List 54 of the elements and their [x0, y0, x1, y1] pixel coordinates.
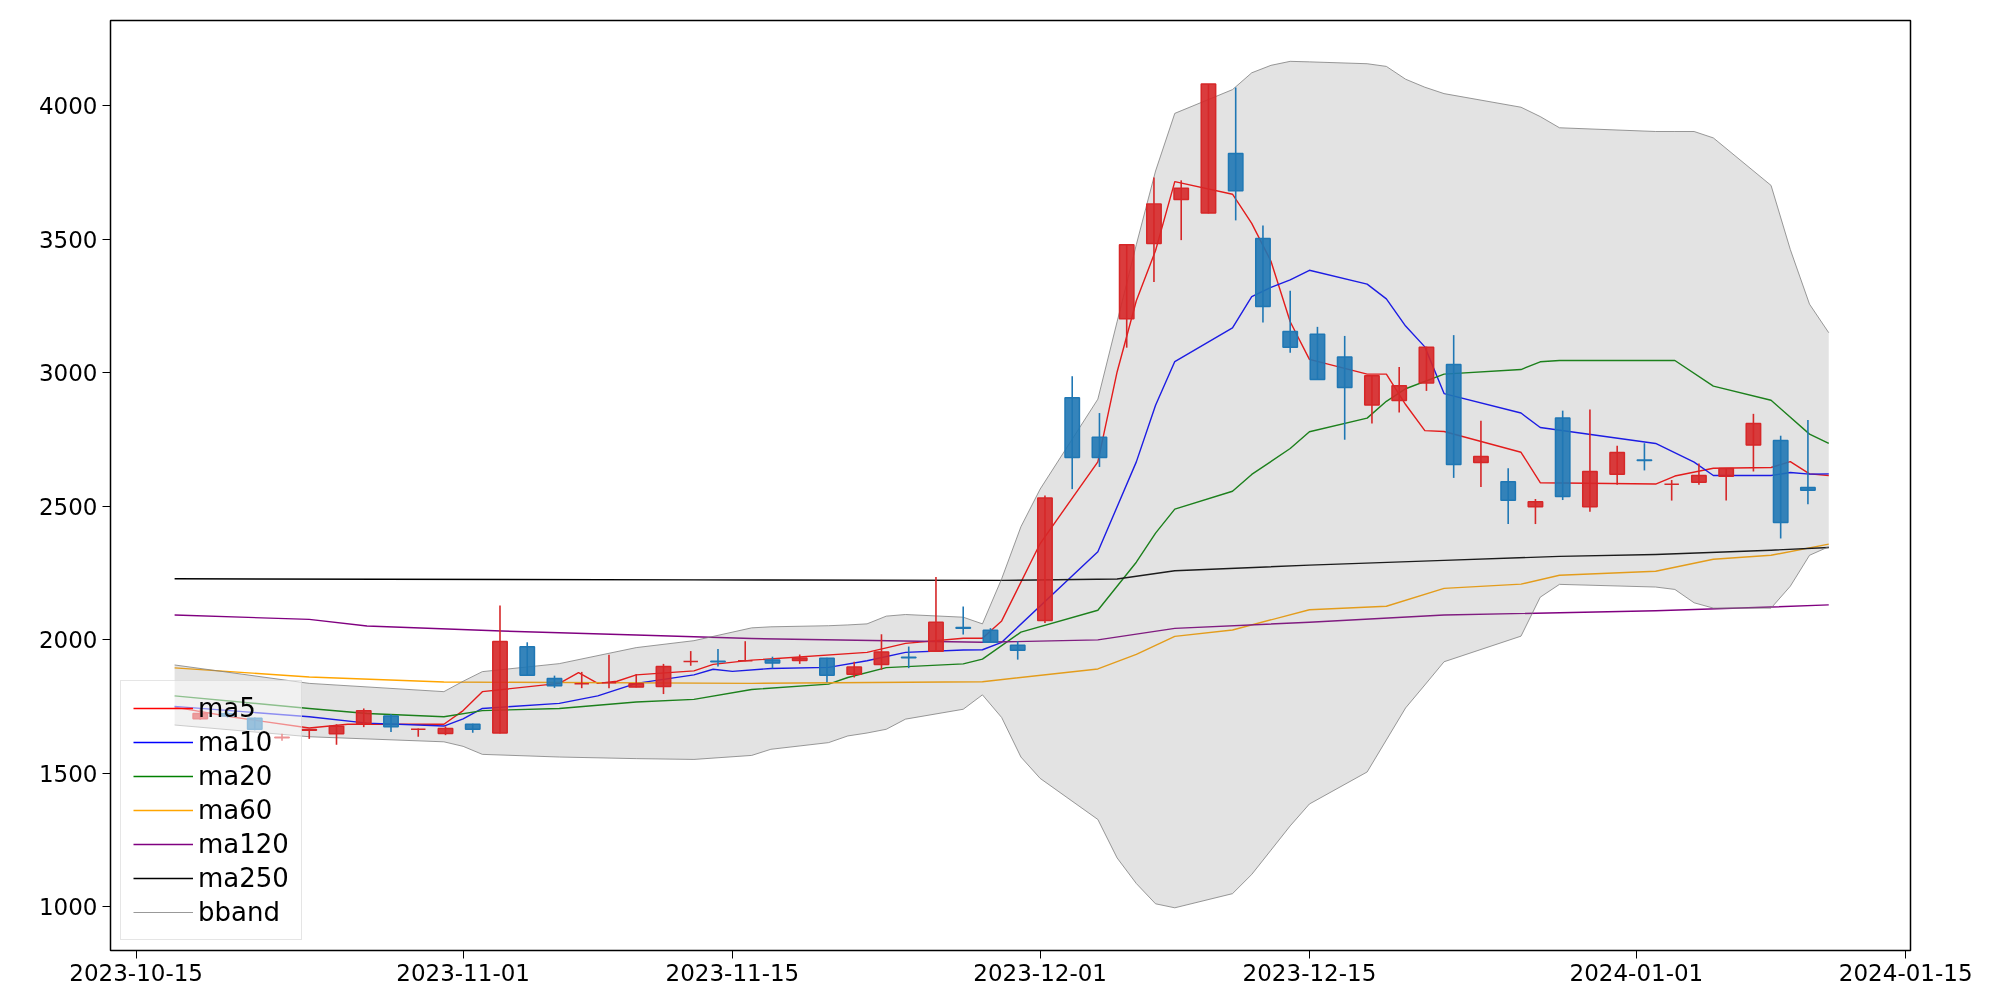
- candlestick: [410, 727, 427, 738]
- candlestick: [1799, 419, 1816, 506]
- candlestick: [1500, 467, 1517, 525]
- legend-label: bband: [198, 897, 280, 927]
- y-tick-label: 1000: [38, 893, 98, 920]
- candlestick: [1745, 413, 1762, 473]
- candlestick: [1282, 290, 1299, 354]
- candlestick: [601, 654, 617, 689]
- legend-label: ma120: [198, 829, 289, 859]
- line-series: [173, 604, 1830, 643]
- candlestick: [1173, 179, 1190, 241]
- line-series: [173, 543, 1830, 685]
- x-tick-label: 2023-12-15: [1242, 959, 1377, 986]
- candlestick: [900, 645, 917, 669]
- candlestick: [955, 605, 972, 636]
- candlestick: [819, 656, 835, 684]
- candlestick: [1009, 640, 1026, 661]
- y-tick-label: 1500: [38, 760, 98, 787]
- candlestick: [1091, 412, 1108, 468]
- y-tick-label: 2000: [38, 627, 98, 654]
- y-tick-label: 3500: [38, 226, 98, 253]
- x-tick-label: 2024-01-15: [1838, 959, 1973, 986]
- x-tick-label: 2023-11-15: [665, 959, 800, 986]
- legend-label: ma20: [198, 761, 273, 791]
- x-tick-label: 2023-11-01: [396, 959, 530, 986]
- candlestick: [573, 671, 590, 689]
- candlestick: [274, 733, 290, 742]
- candlestick: [710, 648, 726, 668]
- candlestick: [1718, 467, 1735, 502]
- x-tick-label: 2024-01-01: [1569, 959, 1704, 986]
- candlestick: [1690, 462, 1707, 486]
- candlestick: [682, 650, 699, 667]
- candlestick: [737, 640, 754, 663]
- candlestick: [1472, 419, 1489, 488]
- x-tick-label: 2023-12-01: [973, 959, 1107, 986]
- candlestick: [1527, 498, 1544, 525]
- candlestick: [1636, 442, 1653, 472]
- legend-label: ma60: [198, 795, 273, 825]
- line-series: [173, 269, 1830, 727]
- candlestick: [1391, 366, 1408, 414]
- y-tick-label: 3000: [38, 360, 98, 387]
- candlestick: [1609, 445, 1626, 486]
- candlestick: [328, 723, 345, 746]
- legend-label: ma5: [198, 693, 256, 723]
- candlestick: [1663, 479, 1680, 502]
- candlestick: [655, 663, 672, 695]
- candlestick: [301, 728, 318, 740]
- candlestick: [355, 707, 372, 728]
- y-tick-label: 2500: [38, 493, 98, 520]
- y-tick-label: 4000: [38, 93, 98, 120]
- x-tick-label: 2023-10-15: [69, 959, 203, 986]
- legend-label: ma250: [198, 863, 289, 893]
- legend-label: ma10: [198, 727, 273, 757]
- candlestick: [873, 633, 890, 671]
